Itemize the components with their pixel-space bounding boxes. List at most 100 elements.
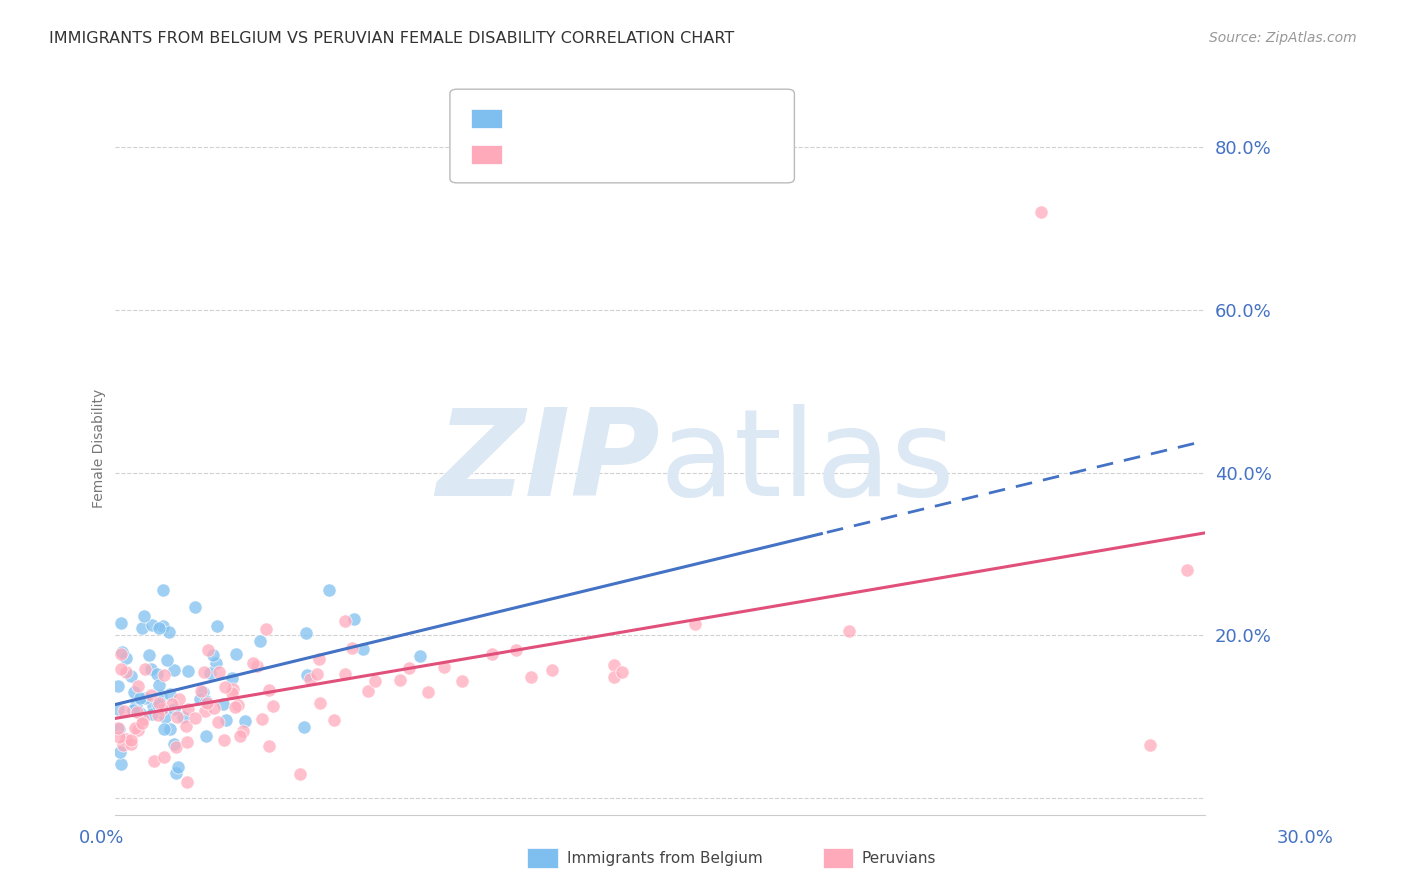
Point	[139, 662, 162, 676]
Point	[141, 707, 163, 722]
Point	[153, 667, 176, 681]
Point	[450, 674, 472, 689]
Point	[153, 750, 176, 764]
Point	[176, 734, 198, 748]
Point	[224, 700, 246, 714]
Point	[107, 702, 129, 716]
Point	[197, 696, 219, 710]
Point	[115, 651, 138, 665]
Point	[131, 621, 153, 635]
Point	[153, 710, 176, 724]
Point	[222, 681, 245, 696]
Point	[520, 670, 543, 684]
Point	[163, 737, 186, 751]
Point	[232, 724, 254, 739]
Point	[127, 679, 149, 693]
Point	[1139, 739, 1161, 753]
Point	[160, 698, 183, 712]
Point	[183, 711, 205, 725]
Point	[159, 723, 181, 737]
Point	[602, 658, 624, 673]
Text: Immigrants from Belgium: Immigrants from Belgium	[567, 851, 762, 865]
Text: atlas: atlas	[659, 404, 956, 522]
Point	[202, 700, 225, 714]
Point	[352, 642, 374, 657]
Point	[107, 680, 129, 694]
Point	[418, 685, 440, 699]
Point	[298, 672, 321, 686]
Point	[335, 666, 357, 681]
Point	[122, 685, 145, 699]
Point	[131, 715, 153, 730]
Point	[110, 756, 132, 771]
Point	[838, 624, 860, 639]
Point	[249, 634, 271, 648]
Point	[221, 686, 243, 700]
Point	[194, 704, 217, 718]
Point	[111, 645, 134, 659]
Point	[343, 612, 366, 626]
Point	[197, 643, 219, 657]
Point	[305, 667, 328, 681]
Point	[120, 737, 142, 751]
Point	[146, 708, 169, 723]
Point	[214, 680, 236, 694]
Point	[108, 722, 131, 736]
Point	[207, 619, 229, 633]
Point	[211, 698, 233, 712]
Text: R = 0.466: R = 0.466	[510, 145, 600, 163]
Point	[292, 720, 315, 734]
Point	[152, 723, 174, 737]
Point	[309, 696, 332, 710]
Point	[142, 699, 165, 714]
Point	[603, 670, 626, 684]
Point	[148, 696, 170, 710]
Point	[409, 648, 432, 663]
Point	[226, 698, 249, 712]
Point	[122, 703, 145, 717]
Point	[165, 740, 187, 755]
Text: Peruvians: Peruvians	[862, 851, 936, 865]
Point	[432, 659, 454, 673]
Point	[155, 653, 177, 667]
Point	[190, 684, 212, 698]
Point	[257, 739, 280, 754]
Point	[108, 730, 131, 744]
Point	[205, 657, 228, 671]
Point	[295, 625, 318, 640]
Point	[194, 729, 217, 743]
Point	[128, 706, 150, 720]
Point	[207, 714, 229, 729]
Text: N = 64: N = 64	[675, 110, 737, 128]
Text: 0.0%: 0.0%	[79, 829, 124, 847]
Point	[111, 739, 134, 753]
Point	[114, 732, 136, 747]
Point	[505, 643, 527, 657]
Point	[1031, 205, 1053, 219]
Point	[157, 624, 180, 639]
Point	[308, 652, 330, 666]
Point	[141, 617, 163, 632]
Point	[124, 721, 146, 735]
Point	[150, 701, 173, 715]
Point	[481, 647, 503, 661]
Point	[225, 647, 247, 661]
Point	[228, 729, 250, 743]
Point	[318, 583, 340, 598]
Point	[195, 694, 218, 708]
Point	[110, 661, 132, 675]
Point	[322, 713, 344, 727]
Point	[208, 665, 231, 679]
Point	[389, 673, 412, 688]
Point	[127, 705, 149, 719]
Point	[683, 617, 706, 632]
Point	[167, 760, 190, 774]
Point	[188, 691, 211, 706]
Point	[108, 745, 131, 759]
Point	[146, 698, 169, 712]
Point	[176, 775, 198, 789]
Point	[191, 684, 214, 698]
Point	[177, 664, 200, 678]
Point	[148, 677, 170, 691]
Point	[148, 621, 170, 635]
